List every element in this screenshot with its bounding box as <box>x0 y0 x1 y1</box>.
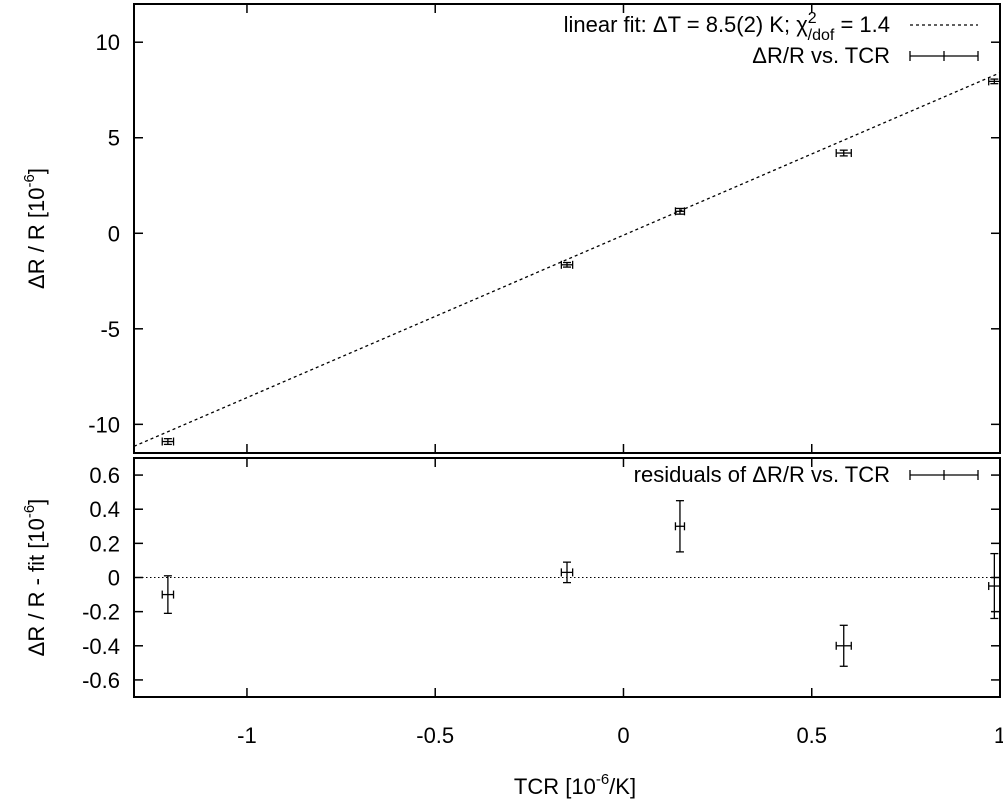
fit-legend-prefix: linear fit: ΔT = 8.5(2) K; χ <box>564 12 809 37</box>
y-tick-label: 0 <box>108 566 120 591</box>
legend-label: residuals of ΔR/R vs. TCR <box>634 462 890 487</box>
data-point <box>560 561 574 584</box>
fit-legend-label: linear fit: ΔT = 8.5(2) K; χ2/dof = 1.4 <box>564 10 890 44</box>
y-axis-label: ΔR / R [10-6] <box>21 168 49 289</box>
y-axis-label: ΔR / R - fit [10-6] <box>21 499 49 657</box>
x-axis-label-close: /K] <box>609 774 636 799</box>
data-point <box>560 260 574 269</box>
y-tick-label: 10 <box>96 30 120 55</box>
data-point <box>988 77 1001 86</box>
y-axis-label-main: ΔR / R - fit [10 <box>24 518 49 656</box>
y-tick-label: 0.2 <box>89 531 120 556</box>
y-tick-label: -5 <box>100 317 120 342</box>
y-tick-label: -0.2 <box>82 600 120 625</box>
data-point <box>674 500 686 553</box>
panel-residuals: -0.6 -0.4 -0.2 0 0.2 0.4 0.6 -1 -0.5 0 0.5 1 ΔR / R … <box>21 457 1003 799</box>
y-tick-label: 0 <box>108 221 120 246</box>
data-point <box>988 552 1001 620</box>
y-tick-label: -0.4 <box>82 634 120 659</box>
x-tick-label: -0.5 <box>416 723 454 748</box>
y-tick-label: -0.6 <box>82 668 120 693</box>
plot-frame <box>133 3 1001 454</box>
fit-line <box>133 72 1001 447</box>
y-axis-label-exponent: -6 <box>21 505 38 518</box>
data-point <box>161 437 175 446</box>
legend-label: ΔR/R vs. TCR <box>752 43 890 68</box>
y-tick-label: 0.4 <box>89 497 120 522</box>
x-tick-label: 0.5 <box>796 723 827 748</box>
fit-legend-sub: /dof <box>808 27 835 44</box>
fit-legend-suffix: = 1.4 <box>834 12 890 37</box>
x-tick-label: 0 <box>617 723 629 748</box>
y-axis-label-main: ΔR / R [10 <box>24 187 49 289</box>
fit-legend-sup: 2 <box>808 10 817 27</box>
x-tick-label: -1 <box>237 723 257 748</box>
data-point <box>835 624 852 667</box>
data-point <box>835 149 852 158</box>
data-point <box>674 207 686 216</box>
x-axis-label-exponent: -6 <box>596 771 609 788</box>
y-tick-label: 5 <box>108 126 120 151</box>
y-tick-label: 0.6 <box>89 463 120 488</box>
y-axis-label-exponent: -6 <box>21 174 38 187</box>
y-axis-label-close: ] <box>24 168 49 174</box>
y-axis-label-close: ] <box>24 499 49 505</box>
x-tick-label: 1 <box>994 723 1003 748</box>
y-tick-label: -10 <box>88 412 120 437</box>
panel-main: -10 -5 0 5 10 ΔR / R [10-6] linear fit: ΔT = 8… <box>21 3 1001 454</box>
x-axis-label-main: TCR [10 <box>514 774 596 799</box>
x-axis-label: TCR [10-6/K] <box>514 771 636 799</box>
data-point <box>161 575 175 614</box>
